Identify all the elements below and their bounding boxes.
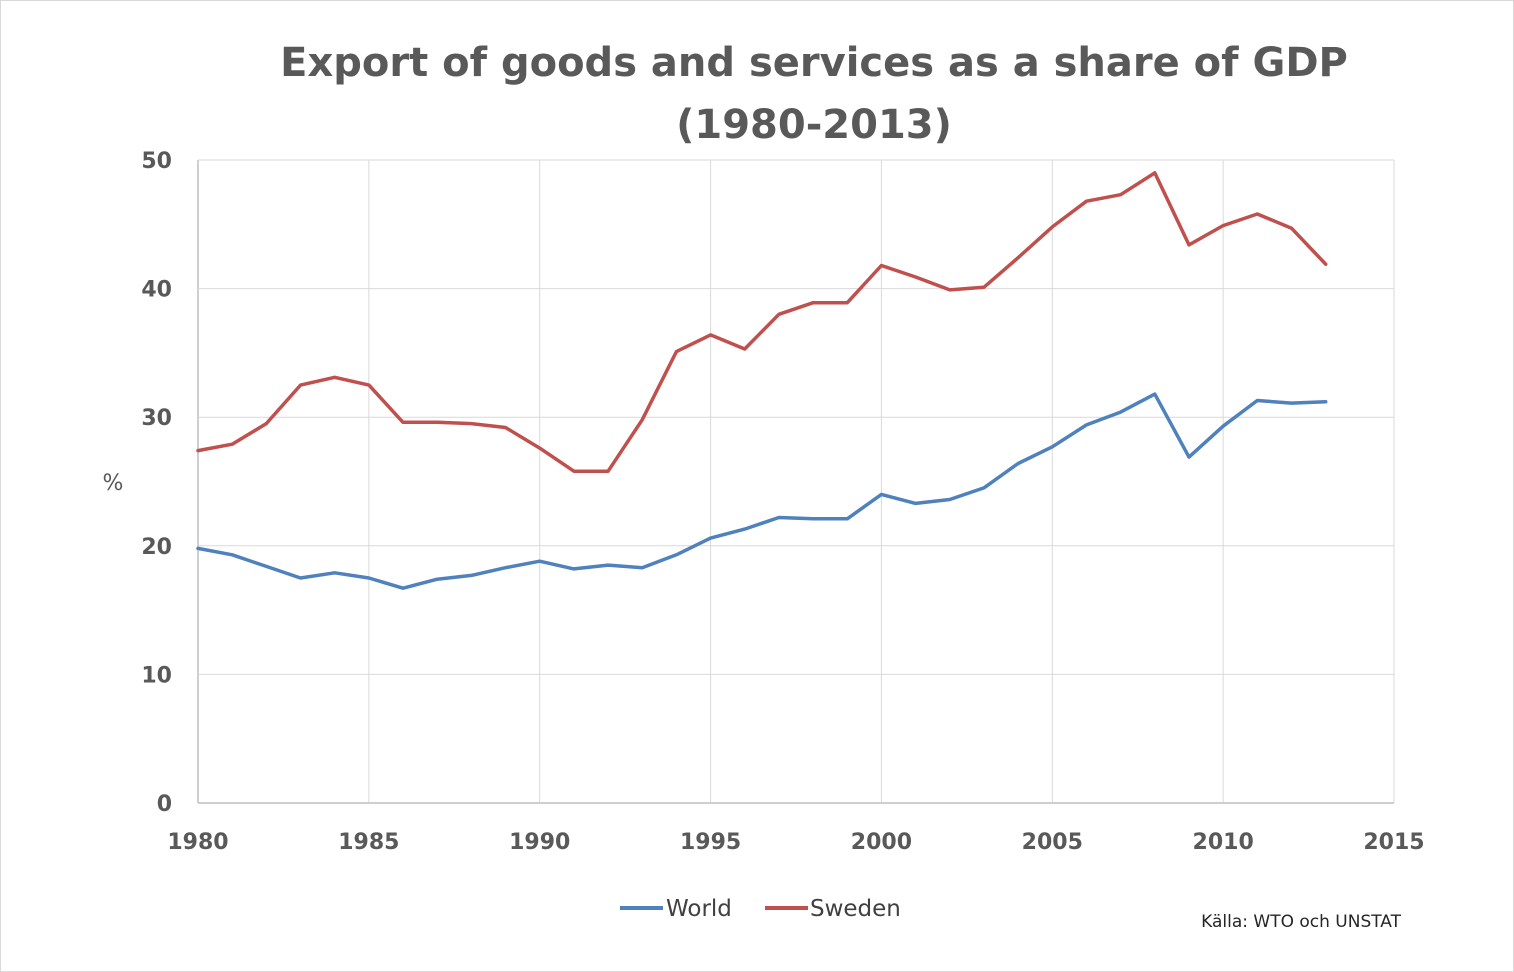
x-tick-label: 2005 xyxy=(1022,830,1083,855)
x-axis-ticks: 1980 1985 1990 1995 2000 2005 2010 2015 xyxy=(167,830,1424,855)
y-tick-label: 0 xyxy=(157,792,172,817)
chart-title-line-2: (1980-2013) xyxy=(676,102,952,148)
legend: World Sweden xyxy=(620,896,901,922)
series-line-sweden xyxy=(196,171,1328,473)
series-lines xyxy=(196,171,1328,590)
y-tick-label: 20 xyxy=(141,535,172,560)
series-line-world xyxy=(196,392,1328,590)
gridlines xyxy=(197,159,1395,804)
x-tick-label: 2015 xyxy=(1363,830,1424,855)
x-tick-label: 2000 xyxy=(851,830,912,855)
x-tick-label: 1990 xyxy=(509,830,570,855)
y-tick-label: 10 xyxy=(141,663,172,688)
y-tick-label: 30 xyxy=(141,406,172,431)
x-tick-label: 1985 xyxy=(338,830,399,855)
x-tick-label: 1995 xyxy=(680,830,741,855)
y-tick-label: 40 xyxy=(141,278,172,303)
y-tick-label: 50 xyxy=(141,149,172,174)
source-note: Källa: WTO och UNSTAT xyxy=(1201,912,1401,932)
legend-label-sweden: Sweden xyxy=(810,896,901,922)
x-tick-label: 2010 xyxy=(1193,830,1254,855)
y-axis-label: % xyxy=(103,471,124,496)
x-tick-label: 1980 xyxy=(167,830,228,855)
y-axis-ticks: 0 10 20 30 40 50 xyxy=(141,149,172,817)
chart-title-line-1: Export of goods and services as a share … xyxy=(280,40,1348,86)
legend-label-world: World xyxy=(666,896,732,922)
